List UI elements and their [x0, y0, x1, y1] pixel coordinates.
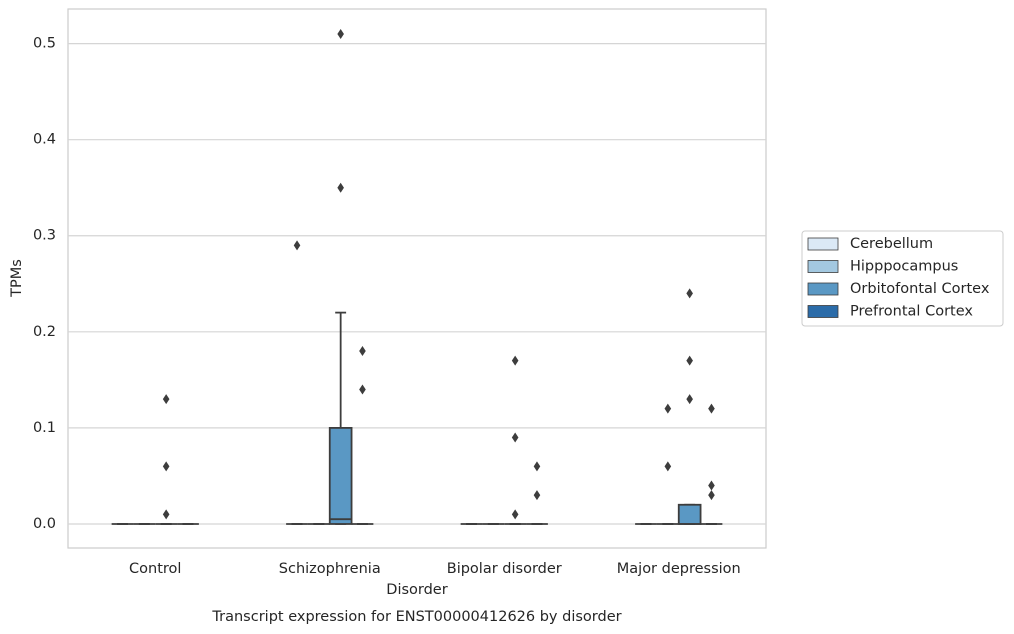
x-tick-label: Major depression: [617, 561, 741, 577]
outlier: [293, 240, 301, 251]
outlier: [708, 403, 715, 414]
legend-label: Cerebellum: [850, 236, 933, 252]
outlier: [162, 394, 170, 405]
y-tick-label: 0.2: [33, 324, 56, 340]
outlier: [359, 384, 366, 395]
legend-swatch: [807, 237, 839, 251]
legend-box: [801, 230, 1004, 327]
outlier: [337, 28, 344, 39]
y-axis-label: TPMs: [9, 259, 25, 298]
x-tick-label: Bipolar disorder: [447, 561, 562, 577]
outlier: [337, 182, 344, 193]
plot-frame: [67, 8, 767, 549]
x-tick-label: Schizophrenia: [279, 561, 381, 577]
outlier: [533, 461, 541, 472]
y-tick-label: 0.3: [33, 228, 56, 244]
legend-label: Hipppocampus: [850, 259, 958, 275]
outlier: [686, 288, 693, 299]
outlier: [664, 403, 672, 414]
x-axis-label: Disorder: [386, 582, 447, 598]
outlier: [533, 490, 541, 501]
box: [328, 427, 353, 525]
y-tick-label: 0.5: [33, 36, 56, 52]
y-tick-label: 0.0: [33, 516, 56, 532]
legend-swatch: [807, 282, 839, 296]
legend-swatch: [807, 305, 839, 318]
outlier: [511, 355, 519, 366]
outlier: [359, 346, 366, 357]
legend-swatch: [807, 260, 839, 273]
outlier: [708, 490, 715, 501]
outlier: [686, 394, 693, 405]
y-tick-label: 0.4: [33, 132, 56, 148]
outlier: [162, 461, 170, 472]
outlier: [686, 355, 693, 366]
legend-label: Orbitofontal Cortex: [850, 281, 990, 297]
box: [677, 503, 702, 525]
outlier: [511, 432, 519, 443]
outlier: [708, 480, 715, 491]
outlier: [511, 509, 519, 520]
outlier: [162, 509, 170, 520]
outlier: [664, 461, 672, 472]
caption: Transcript expression for ENST0000041262…: [211, 609, 621, 625]
y-tick-label: 0.1: [33, 420, 56, 436]
x-tick-label: Control: [129, 561, 181, 577]
legend-label: Prefrontal Cortex: [850, 304, 973, 320]
